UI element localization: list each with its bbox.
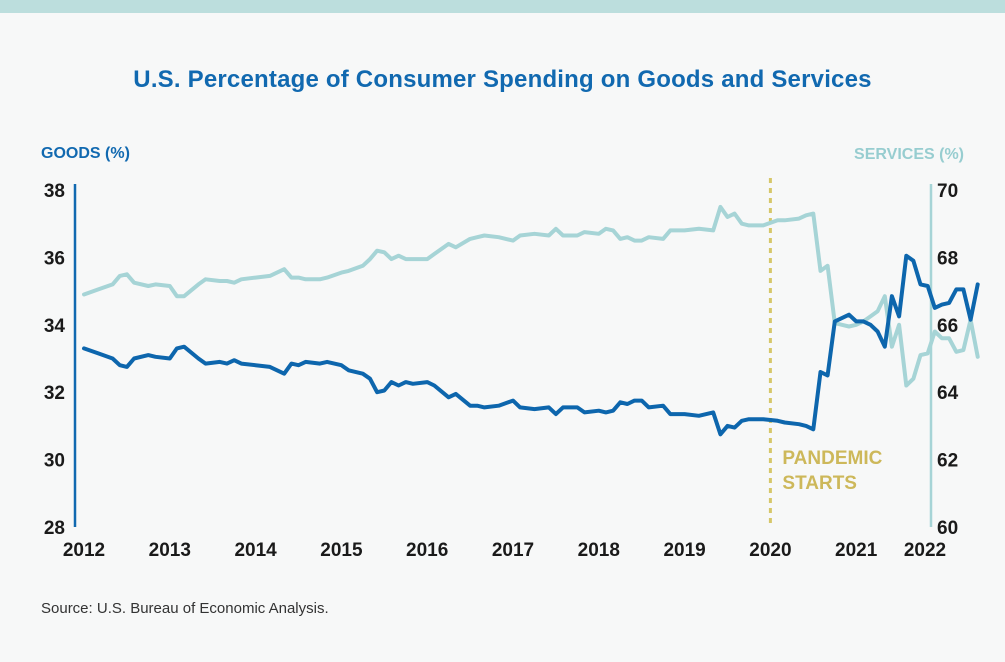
x-tick-2017: 2017 [492, 540, 534, 561]
x-tick-2014: 2014 [234, 540, 277, 561]
y-tick-right-62: 62 [937, 451, 958, 472]
x-tick-labels: 2012 2013 2014 2015 2016 2017 2018 2019 2020 2021… [63, 540, 946, 561]
y-tick-right-66: 66 [937, 316, 958, 337]
x-tick-2013: 2013 [149, 540, 191, 561]
services-series-line [82, 204, 980, 388]
x-tick-2016: 2016 [406, 540, 448, 561]
y-tick-left-34: 34 [44, 316, 66, 337]
y-tick-left-38: 38 [44, 181, 65, 202]
y-axis-label-right: SERVICES (%) [854, 146, 964, 163]
y-axis-label-left: GOODS (%) [41, 145, 130, 162]
chart-title: U.S. Percentage of Consumer Spending on … [133, 66, 872, 93]
x-tick-2015: 2015 [320, 540, 363, 561]
x-tick-2022: 2022 [904, 540, 946, 561]
y-tick-left-30: 30 [44, 451, 65, 472]
series-lines [82, 204, 980, 437]
top-accent-bar [0, 0, 1005, 13]
pandemic-label-line1: PANDEMIC [782, 448, 882, 469]
x-tick-2018: 2018 [578, 540, 620, 561]
pandemic-label-line2: STARTS [782, 473, 857, 494]
x-tick-2012: 2012 [63, 540, 105, 561]
x-tick-2020: 2020 [749, 540, 791, 561]
y-tick-right-60: 60 [937, 518, 958, 539]
y-tick-labels-left: 28 30 32 34 36 38 [44, 181, 66, 539]
y-tick-right-64: 64 [937, 383, 959, 404]
y-tick-left-28: 28 [44, 518, 65, 539]
y-tick-left-32: 32 [44, 383, 65, 404]
y-tick-labels-right: 60 62 64 66 68 70 [937, 181, 959, 539]
source-note: Source: U.S. Bureau of Economic Analysis… [41, 600, 329, 617]
y-tick-right-70: 70 [937, 181, 958, 202]
x-tick-2021: 2021 [835, 540, 878, 561]
goods-series-line [82, 253, 980, 437]
y-tick-left-36: 36 [44, 248, 65, 269]
y-tick-right-68: 68 [937, 248, 958, 269]
x-tick-2019: 2019 [663, 540, 705, 561]
